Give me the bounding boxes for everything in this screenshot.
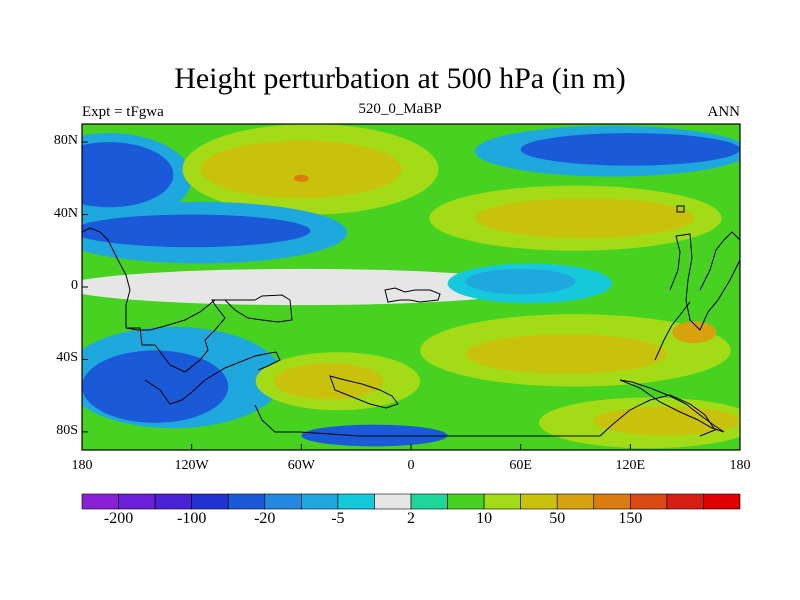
colorbar-tick-label: -100 — [176, 510, 207, 527]
lat-tick-label: 0 — [71, 278, 78, 293]
lon-tick-label: 0 — [407, 458, 415, 473]
colorbar-box — [374, 493, 412, 510]
western-coastline-fragment — [82, 227, 113, 249]
colorbar-box — [191, 493, 229, 510]
contour-field — [82, 124, 740, 450]
lon-tick-label: 180 — [729, 458, 751, 473]
contour-north-pacific-negative-core — [82, 142, 174, 208]
lat-tick-label: 80S — [56, 422, 78, 438]
contour-indian-ocean-tropical-core — [465, 268, 576, 295]
colorbar-tick-label: 150 — [618, 510, 643, 527]
colorbar-tick-label: 2 — [407, 510, 415, 527]
colorbar — [81, 493, 741, 510]
contour-south-indian-peak — [672, 321, 717, 344]
lon-tick-label: 120E — [615, 458, 646, 473]
lat-tick-label: 40S — [56, 350, 78, 366]
africa-coastline — [384, 287, 441, 303]
contour-north-atlantic-positive-core — [200, 140, 402, 199]
colorbar-box — [520, 493, 558, 510]
colorbar-box — [593, 493, 631, 510]
lon-tick-label: 180 — [71, 458, 93, 473]
contour-north-america-negative-core — [82, 214, 311, 248]
colorbar-box — [410, 493, 448, 510]
colorbar-tick-label: -200 — [103, 510, 134, 527]
contour-eurasia-negative-core — [520, 133, 740, 166]
period-label: 520_0_MaBP — [358, 101, 442, 117]
south-atlantic-islands-coastline — [329, 375, 399, 409]
colorbar-box — [630, 493, 668, 510]
colorbar-box — [118, 493, 156, 510]
contour-central-asia-positive-core — [474, 198, 695, 239]
colorbar-box — [447, 493, 485, 510]
colorbar-box — [556, 493, 595, 510]
colorbar-box — [301, 493, 339, 510]
lon-tick-label: 60E — [509, 458, 532, 473]
contour-southern-ocean-positive-core — [593, 406, 740, 436]
colorbar-box — [703, 493, 741, 510]
colorbar-tick-label: 50 — [549, 510, 566, 527]
lon-tick-label: 60W — [287, 458, 315, 473]
south-america-coastline — [125, 294, 293, 373]
colorbar-tick-label: -20 — [254, 510, 276, 527]
axis-ticks — [81, 141, 741, 450]
lat-tick-label: 80N — [53, 133, 78, 149]
west-pacific-island-coastline — [654, 301, 691, 361]
contour-tropical-band-neutral — [82, 268, 539, 306]
lat-tick-label: 40N — [53, 205, 78, 221]
colorbar-tick-label: 10 — [476, 510, 493, 527]
australia-coastline — [619, 379, 725, 433]
central-america-coastline — [111, 247, 131, 328]
season-label: ANN — [707, 104, 741, 120]
colorbar-box — [337, 493, 375, 510]
colorbar-box — [264, 493, 302, 510]
asia-pacific-coastline — [669, 231, 740, 331]
contour-south-atlantic-positive-core — [273, 363, 384, 400]
south-america-south-coastline — [144, 351, 281, 405]
colorbar-box — [227, 493, 266, 510]
colorbar-box — [81, 493, 119, 510]
colorbar-tick-label: -5 — [331, 510, 345, 527]
lon-tick-label: 120W — [174, 458, 209, 473]
contour-south-indian-positive-core — [465, 334, 667, 374]
coastlines — [82, 205, 740, 437]
colorbar-box — [483, 493, 521, 510]
contour-north-atlantic-peak — [294, 174, 309, 182]
north-pacific-island-coastline — [676, 205, 685, 213]
experiment-label: Expt = tFgwa — [82, 104, 164, 120]
colorbar-box — [154, 493, 192, 510]
antarctica-coastline — [254, 394, 716, 437]
colorbar-box — [666, 493, 704, 510]
map-title: Height perturbation at 500 hPa (in m) — [174, 62, 626, 95]
